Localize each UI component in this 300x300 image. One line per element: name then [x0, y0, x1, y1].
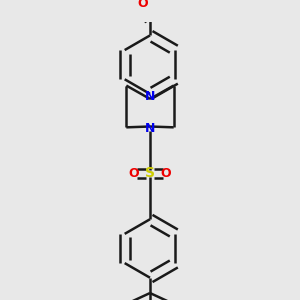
Text: S: S	[145, 166, 155, 180]
Text: N: N	[145, 90, 155, 103]
Text: O: O	[137, 0, 148, 10]
Text: O: O	[161, 167, 172, 180]
Text: N: N	[145, 122, 155, 135]
Text: O: O	[128, 167, 139, 180]
